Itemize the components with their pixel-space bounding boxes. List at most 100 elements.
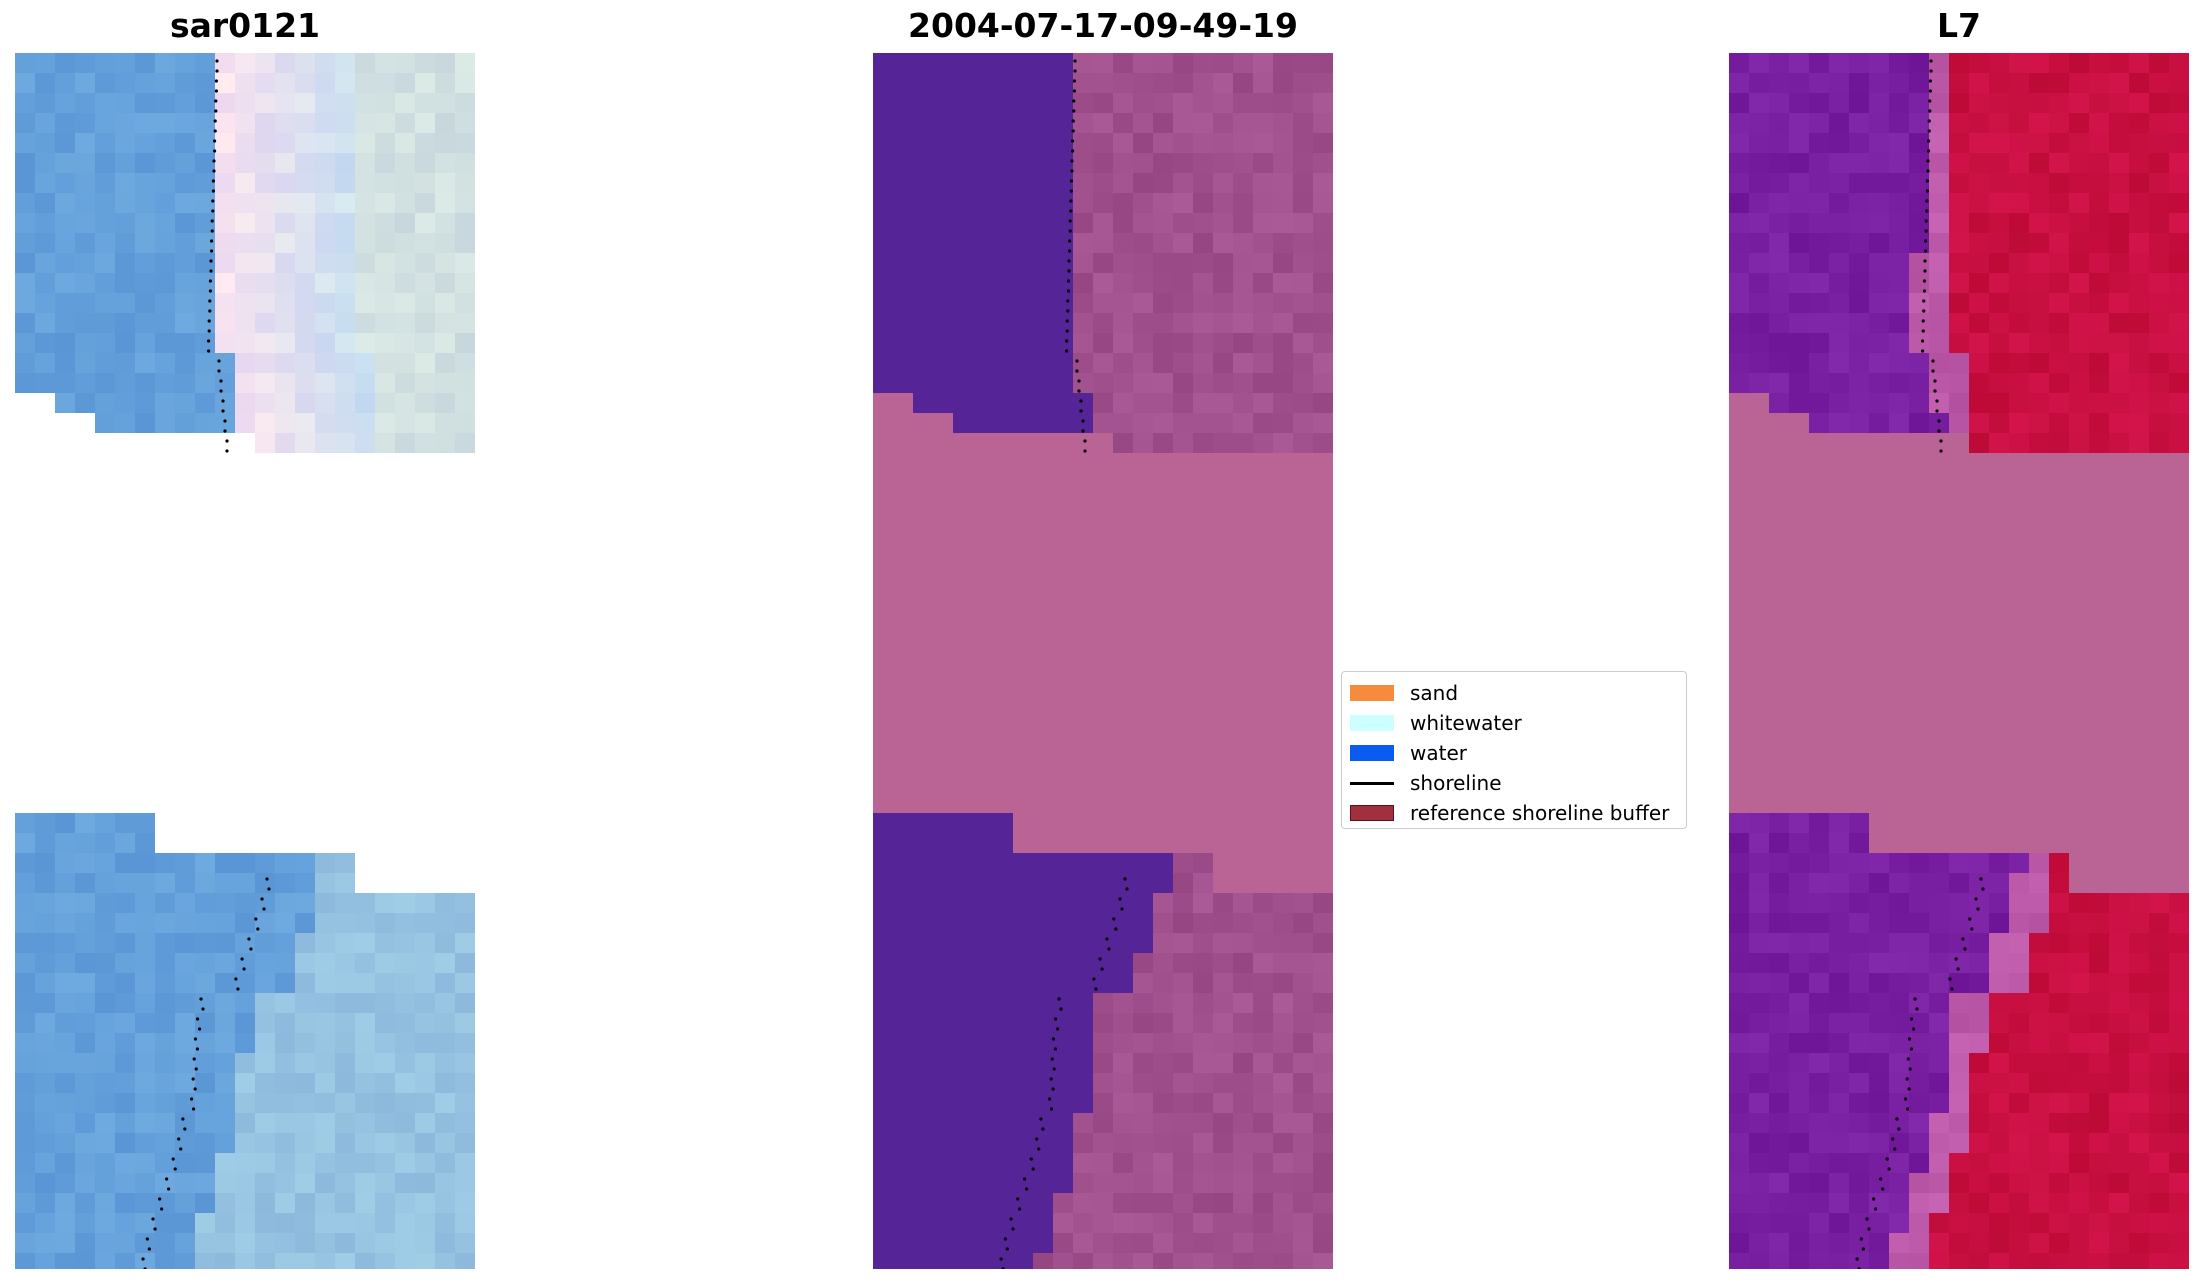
shoreline-point	[214, 79, 218, 83]
shoreline-point	[191, 1107, 196, 1111]
shoreline-point	[209, 269, 213, 273]
shoreline-point	[214, 109, 218, 113]
shoreline-point	[193, 1037, 198, 1041]
shoreline-point	[177, 1137, 181, 1141]
shoreline-point	[1068, 229, 1072, 233]
shoreline-point	[234, 977, 238, 981]
shoreline-point	[267, 887, 271, 891]
shoreline-point	[1016, 1197, 1020, 1201]
shoreline-point	[1927, 139, 1931, 143]
shoreline-point	[207, 339, 211, 343]
shoreline-point	[1071, 139, 1075, 143]
shoreline-point	[1933, 379, 1937, 383]
shoreline-point	[1903, 1097, 1908, 1101]
shoreline-point	[1924, 239, 1928, 243]
shoreline-point	[1924, 219, 1928, 223]
shoreline-point	[158, 1197, 162, 1201]
shoreline-point	[208, 289, 212, 293]
shoreline-point	[1005, 1247, 1009, 1251]
shoreline-point	[210, 219, 214, 223]
shoreline-point	[212, 159, 216, 163]
shoreline-point	[1068, 219, 1072, 223]
shoreline-point	[1114, 927, 1118, 931]
shoreline-point	[1098, 957, 1102, 961]
shoreline-point	[210, 249, 214, 253]
shoreline-point	[1907, 1037, 1912, 1041]
shoreline-point	[209, 259, 213, 263]
shoreline-point	[1125, 887, 1129, 891]
shoreline-point	[1895, 1117, 1899, 1121]
shoreline-point	[1081, 419, 1085, 423]
shoreline-point	[1079, 409, 1083, 413]
shoreline-point	[1083, 449, 1087, 453]
shoreline-point	[1070, 159, 1074, 163]
legend-item-whitewater: whitewater	[1350, 708, 1678, 738]
shoreline-point	[1928, 89, 1932, 93]
shoreline-point	[192, 1057, 196, 1061]
shoreline-point	[1069, 189, 1073, 193]
shoreline-point	[1066, 289, 1070, 293]
shoreline-point	[1911, 1027, 1916, 1031]
shoreline-point	[197, 1027, 202, 1031]
sand-swatch	[1350, 685, 1394, 701]
shoreline-point	[1981, 887, 1985, 891]
shoreline-point	[221, 409, 225, 413]
shoreline-point	[1100, 967, 1104, 971]
legend-item-water: water	[1350, 738, 1678, 768]
shoreline-point	[1922, 299, 1926, 303]
shoreline-point	[1925, 209, 1929, 213]
shoreline-point	[1003, 1237, 1007, 1241]
shoreline-point	[262, 907, 266, 911]
shoreline-point	[1879, 1177, 1883, 1181]
shoreline-point	[208, 309, 212, 313]
shoreline-point	[1031, 1167, 1035, 1171]
shoreline-point	[1069, 209, 1073, 213]
shoreline-point	[1073, 59, 1077, 63]
shoreline-point	[1052, 1067, 1056, 1071]
shoreline-point	[179, 1147, 183, 1151]
shoreline-point	[1001, 1267, 1005, 1269]
shoreline-point	[221, 399, 225, 403]
rgb-image	[15, 53, 475, 1269]
shoreline-point	[219, 389, 223, 393]
shoreline-point	[207, 319, 211, 323]
shoreline-point	[1053, 1047, 1058, 1051]
shoreline-point	[213, 149, 217, 153]
shoreline-point	[1927, 129, 1931, 133]
shoreline-point	[201, 1007, 205, 1011]
shoreline-point	[1077, 389, 1081, 393]
shoreline-point	[1921, 329, 1925, 333]
shoreline-point	[217, 359, 221, 363]
shoreline-point	[1112, 917, 1116, 921]
shoreline-point	[1039, 1117, 1043, 1121]
shoreline-point	[1924, 229, 1928, 233]
shoreline-point	[1079, 399, 1083, 403]
shoreline-point	[1092, 977, 1096, 981]
shoreline-point	[1047, 1097, 1052, 1101]
shoreline-point	[1053, 1017, 1058, 1021]
shoreline-point	[1083, 439, 1087, 443]
shoreline-point	[1931, 359, 1935, 363]
shoreline-point	[183, 1127, 187, 1131]
shoreline-point	[1071, 129, 1075, 133]
shoreline-point	[194, 1067, 198, 1071]
shoreline-point	[1921, 349, 1925, 353]
shoreline-point	[225, 439, 229, 443]
shoreline-point	[1077, 379, 1081, 383]
shoreline-point	[1865, 1217, 1869, 1221]
shoreline-point	[1905, 1107, 1910, 1111]
shoreline-point	[1120, 907, 1124, 911]
shoreline-point	[242, 967, 246, 971]
shoreline-point	[1055, 1027, 1060, 1031]
shoreline-point	[1921, 339, 1925, 343]
legend-label-sand: sand	[1410, 681, 1459, 705]
shoreline-point	[1094, 987, 1098, 991]
shoreline-point	[1855, 1257, 1859, 1261]
shoreline-point	[151, 1217, 155, 1221]
shoreline-point	[1037, 1147, 1041, 1151]
shoreline-point	[215, 69, 219, 73]
shoreline-point	[1956, 967, 1960, 971]
shoreline-point	[211, 189, 215, 193]
shoreline-point	[1928, 109, 1932, 113]
shoreline-point	[1072, 99, 1076, 103]
